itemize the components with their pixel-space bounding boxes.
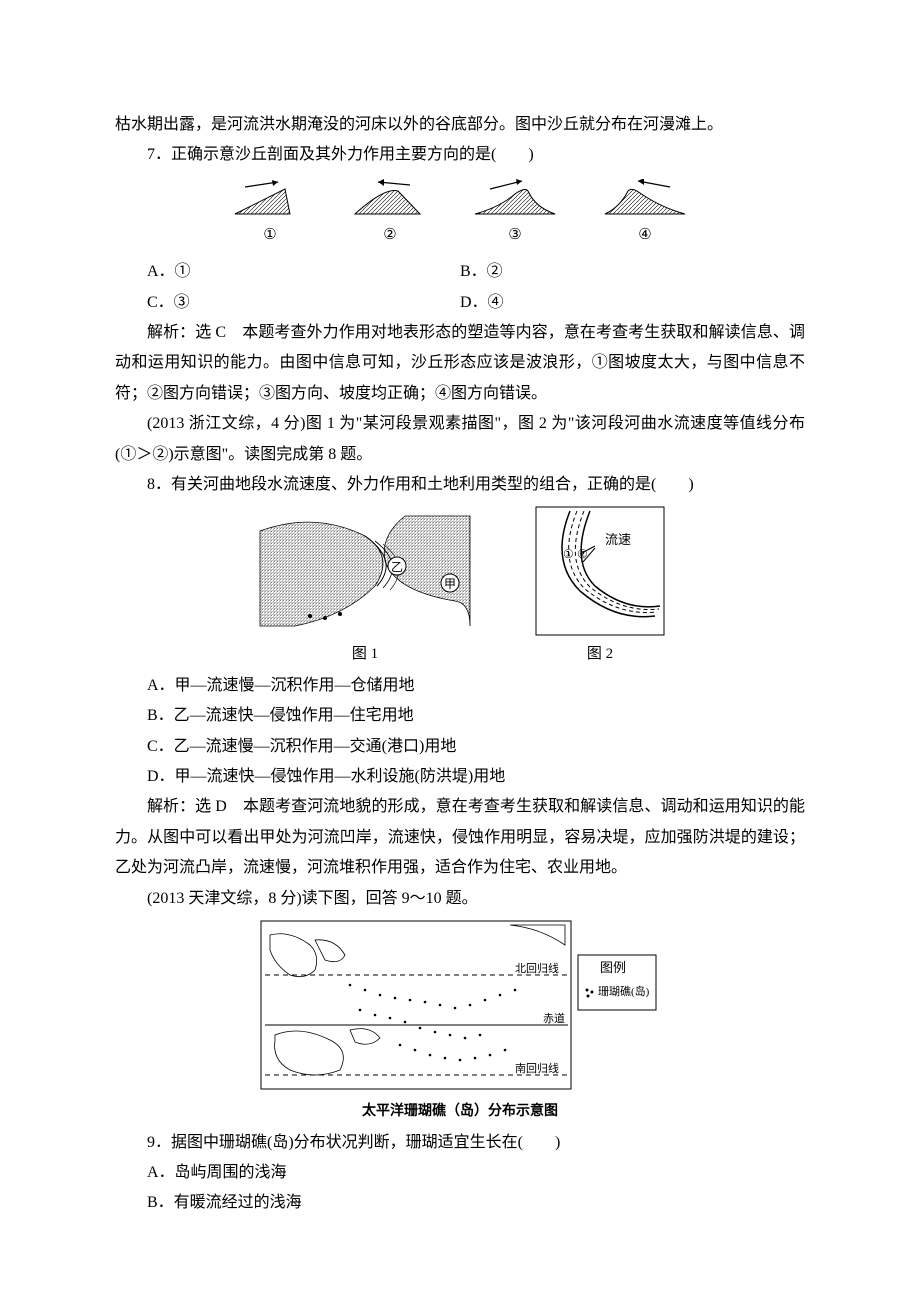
dune-3: ③ [470, 179, 560, 250]
river-fig2: 流速 ① ② 图 2 [535, 506, 665, 669]
q8-option-b: B．乙—流速快—侵蚀作用—住宅用地 [115, 701, 805, 731]
tropic-n-label: 北回归线 [515, 961, 559, 975]
river-fig1: 乙 甲 图 1 [255, 506, 475, 669]
q9-option-a: A．岛屿周围的浅海 [115, 1158, 805, 1188]
q7-options-row1: A．① B．② [115, 257, 805, 287]
q9-stem: 9．据图中珊瑚礁(岛)分布状况判断，珊瑚适宜生长在( ) [115, 1128, 805, 1158]
fig2-caption: 图 2 [587, 640, 613, 669]
dune-2: ② [350, 179, 430, 250]
dune-4-svg [600, 179, 690, 219]
dune-3-label: ③ [508, 221, 521, 250]
equator-label: 赤道 [543, 1011, 565, 1025]
fig2-label-1: ① [563, 547, 574, 561]
dune-4-label: ④ [638, 221, 651, 250]
river-fig2-svg: 流速 ① ② [535, 506, 665, 636]
q8-stem: 8．有关河曲地段水流速度、外力作用和土地利用类型的组合，正确的是( ) [115, 470, 805, 500]
tropic-s-label: 南回归线 [515, 1061, 559, 1075]
q7-options-row2: C．③ D．④ [115, 288, 805, 318]
river-label-jia: 甲 [444, 577, 456, 591]
river-figures: 乙 甲 图 1 流速 ① ② 图 2 [115, 506, 805, 669]
legend-item: 珊瑚礁(岛) [598, 984, 650, 998]
coral-map-caption: 太平洋珊瑚礁（岛）分布示意图 [362, 1099, 558, 1126]
dune-diagram-row: ① ② ③ ④ [115, 179, 805, 250]
q7-stem: 7．正确示意沙丘剖面及其外力作用主要方向的是( ) [115, 140, 805, 170]
dune-1: ① [230, 179, 310, 250]
dune-2-label: ② [383, 221, 396, 250]
q7-analysis: 解析：选 C 本题考查外力作用对地表形态的塑造等内容，意在考查考生获取和解读信息… [115, 318, 805, 409]
legend-title: 图例 [600, 960, 626, 975]
river-label-yi: 乙 [391, 560, 403, 574]
river-fig1-svg: 乙 甲 [255, 506, 475, 636]
coral-map-svg: 北回归线 赤道 南回归线 图例 珊瑚礁(岛) [260, 920, 660, 1095]
q8-option-d: D．甲—流速快—侵蚀作用—水利设施(防洪堤)用地 [115, 762, 805, 792]
dune-1-svg [230, 179, 310, 219]
dune-4: ④ [600, 179, 690, 250]
dune-1-label: ① [263, 221, 276, 250]
q7-option-a: A．① [115, 257, 460, 287]
dune-3-svg [470, 179, 560, 219]
q7-option-b: B．② [460, 257, 805, 287]
q8-lead: (2013 浙江文综，4 分)图 1 为"某河段景观素描图"，图 2 为"该河段… [115, 409, 805, 470]
fig1-caption: 图 1 [352, 640, 378, 669]
dune-2-svg [350, 179, 430, 219]
q7-option-c: C．③ [115, 288, 460, 318]
q9-option-b: B．有暖流经过的浅海 [115, 1188, 805, 1218]
q8-option-c: C．乙—流速慢—沉积作用—交通(港口)用地 [115, 732, 805, 762]
intro-continuation: 枯水期出露，是河流洪水期淹没的河床以外的谷底部分。图中沙丘就分布在河漫滩上。 [115, 110, 805, 140]
fig2-flow-label: 流速 [605, 532, 631, 547]
q8-option-a: A．甲—流速慢—沉积作用—仓储用地 [115, 671, 805, 701]
q8-analysis: 解析：选 D 本题考查河流地貌的形成，意在考查考生获取和解读信息、调动和运用知识… [115, 792, 805, 883]
q9-lead: (2013 天津文综，8 分)读下图，回答 9～10 题。 [115, 884, 805, 914]
q7-option-d: D．④ [460, 288, 805, 318]
coral-map: 北回归线 赤道 南回归线 图例 珊瑚礁(岛) 太平洋珊瑚礁（岛）分布示意图 [115, 920, 805, 1126]
